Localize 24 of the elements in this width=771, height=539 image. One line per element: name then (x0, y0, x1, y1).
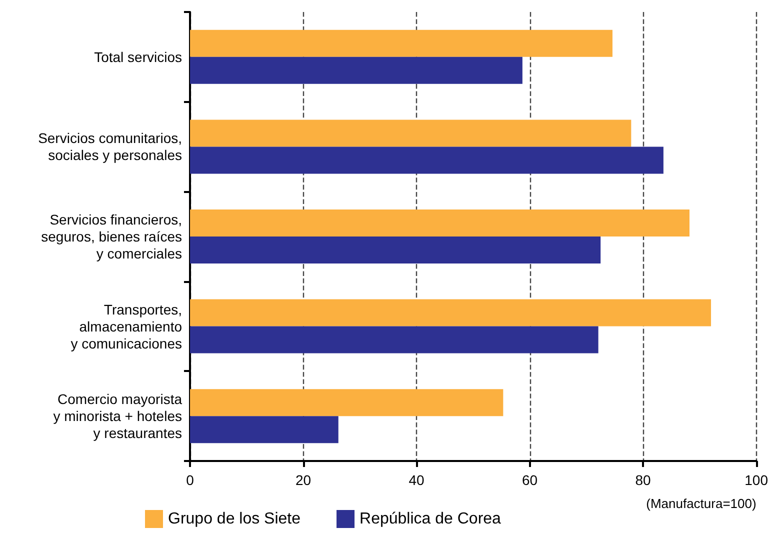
bar (190, 56, 522, 84)
legend-label: Grupo de los Siete (168, 510, 301, 528)
y-tick-label: Servicios comunitarios, sociales y personales (38, 130, 182, 164)
x-tick-label: 80 (635, 472, 652, 488)
legend-label: República de Corea (360, 510, 502, 528)
x-tick-label: 60 (522, 472, 538, 488)
y-tick-label: Transportes, almacenamiento y comunicaciones (70, 301, 182, 352)
x-axis-title: (Manufactura=100) (646, 496, 756, 511)
bar (190, 146, 664, 174)
bar (190, 120, 632, 147)
bar (190, 326, 598, 354)
x-tick-label: 0 (186, 472, 194, 488)
bar (190, 416, 338, 444)
bar (190, 30, 612, 57)
x-tick-label: 20 (295, 472, 312, 488)
bar (190, 210, 690, 236)
y-tick-label: Comercio mayorista y minorista + hoteles y restaurantes (53, 391, 182, 442)
bar (190, 389, 504, 416)
y-tick-label: Total servicios (94, 48, 182, 65)
x-tick-label: 40 (408, 472, 425, 488)
y-tick-label: Servicios financieros, seguros, bienes raíces y comerciales (41, 212, 182, 262)
bar (190, 236, 601, 264)
bar (190, 299, 712, 326)
x-tick-label: 100 (744, 472, 768, 488)
